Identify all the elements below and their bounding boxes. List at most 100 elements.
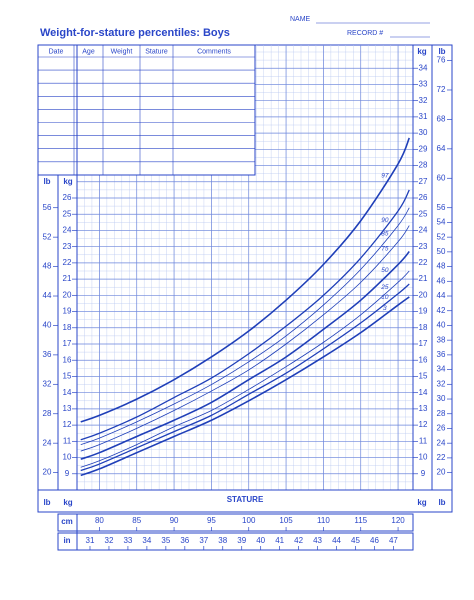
y-tick-label: 17	[419, 339, 428, 348]
y-tick-label: 28	[419, 161, 428, 170]
x-unit: cm	[61, 517, 73, 526]
y2-tick-label: 60	[437, 173, 446, 182]
x2-tick-label: 33	[123, 536, 132, 545]
curve-label: 50	[381, 267, 389, 274]
table-header: Stature	[145, 48, 168, 55]
y-tick-label: 12	[419, 420, 428, 429]
y-tick-label: 18	[63, 323, 72, 332]
y2-tick-label: 20	[43, 468, 52, 477]
x2-tick-label: 36	[180, 536, 189, 545]
y2-tick-label: 72	[437, 85, 446, 94]
curve-label: 90	[381, 217, 389, 224]
y-tick-label: 21	[63, 274, 72, 283]
x-tick-label: 105	[279, 516, 293, 525]
x-tick-label: 120	[391, 516, 405, 525]
y-tick-label: 16	[419, 355, 428, 364]
percentile-curve	[80, 137, 411, 423]
curve-label: 25	[380, 284, 389, 291]
name-label: NAME	[290, 16, 311, 23]
percentile-curve	[80, 207, 410, 445]
y2-tick-label: 40	[437, 321, 446, 330]
y2-tick-label: 44	[43, 291, 52, 300]
y-tick-label: 16	[63, 355, 72, 364]
y2-tick-label: 56	[43, 203, 52, 212]
curve-label: 3	[383, 305, 387, 312]
percentile-curve	[80, 225, 410, 452]
y2-tick-label: 68	[437, 115, 446, 124]
record-label: RECORD #	[347, 30, 383, 37]
x-tick-label: 85	[132, 516, 141, 525]
y-tick-label: 13	[63, 404, 72, 413]
x2-tick-label: 37	[199, 536, 208, 545]
percentile-curve	[80, 251, 410, 460]
y2-tick-label: 48	[43, 262, 52, 271]
in-box	[57, 532, 414, 551]
percentile-curve	[80, 283, 410, 472]
y-tick-label: 23	[63, 242, 72, 251]
x2-tick-label: 41	[275, 536, 284, 545]
x2-tick-label: 42	[294, 536, 303, 545]
y2-tick-label: 54	[437, 218, 446, 227]
y-tick-label: 25	[63, 209, 72, 218]
y-tick-label: 9	[421, 469, 426, 478]
y-tick-label: 24	[419, 226, 428, 235]
cm-box	[57, 513, 414, 532]
y2-tick-label: 64	[437, 144, 446, 153]
y-tick-label: 10	[419, 453, 428, 462]
table-bg	[37, 44, 256, 176]
y2-tick-label: 32	[437, 379, 446, 388]
curve-label: 10	[381, 294, 389, 301]
x2-tick-label: 45	[351, 536, 360, 545]
table-header: Weight	[111, 48, 133, 55]
x2-tick-label: 34	[142, 536, 151, 545]
x2-tick-label: 44	[332, 536, 341, 545]
y-tick-label: 30	[419, 128, 428, 137]
y-tick-label: 32	[419, 96, 428, 105]
y2-tick-label: 24	[437, 438, 446, 447]
y2-tick-label: 52	[437, 232, 446, 241]
y-tick-label: 14	[419, 388, 428, 397]
y-tick-label: 22	[419, 258, 428, 267]
curve-label: 75	[381, 246, 389, 253]
y-unit: kg	[63, 177, 72, 186]
x-tick-label: 110	[317, 516, 330, 525]
percentile-curve	[80, 296, 410, 477]
y-tick-label: 13	[419, 404, 428, 413]
y2-tick-label: 44	[437, 291, 446, 300]
y-tick-label: 10	[63, 453, 72, 462]
curve-label: 97	[381, 173, 389, 180]
x-tick-label: 95	[207, 516, 216, 525]
y-tick-label: 17	[63, 339, 72, 348]
x2-tick-label: 35	[161, 536, 170, 545]
chart-title: Weight-for-stature percentiles: Boys	[40, 27, 230, 39]
y-unit: kg	[417, 47, 426, 56]
y-tick-label: 11	[419, 436, 428, 445]
x2-tick-label: 40	[256, 536, 265, 545]
x-axis-title: STATURE	[227, 495, 264, 504]
y-tick-label: 15	[419, 372, 428, 381]
y2-tick-label: 76	[437, 56, 446, 65]
y2-tick-label: 56	[437, 203, 446, 212]
x2-tick-label: 32	[105, 536, 114, 545]
x2-tick-label: 43	[313, 536, 322, 545]
table-header: Age	[82, 48, 95, 55]
y2-tick-label: 20	[437, 468, 446, 477]
y-tick-label: 15	[63, 372, 72, 381]
y-tick-label: 24	[63, 226, 72, 235]
y2-tick-label: 42	[437, 306, 446, 315]
y-tick-label: 33	[419, 80, 428, 89]
y-tick-label: 25	[419, 209, 428, 218]
x-tick-label: 80	[95, 516, 104, 525]
y2-tick-label: 34	[437, 365, 446, 374]
table-header: Comments	[197, 48, 231, 55]
y2-tick-label: 48	[437, 262, 446, 271]
y2-unit: lb	[43, 177, 50, 186]
y2-tick-label: 24	[43, 438, 52, 447]
x2-tick-label: 39	[237, 536, 246, 545]
percentile-curve	[80, 270, 410, 468]
x-tick-label: 115	[354, 516, 367, 525]
y-tick-label: 19	[63, 307, 72, 316]
x2-tick-label: 31	[86, 536, 95, 545]
y-tick-label: 22	[63, 258, 72, 267]
